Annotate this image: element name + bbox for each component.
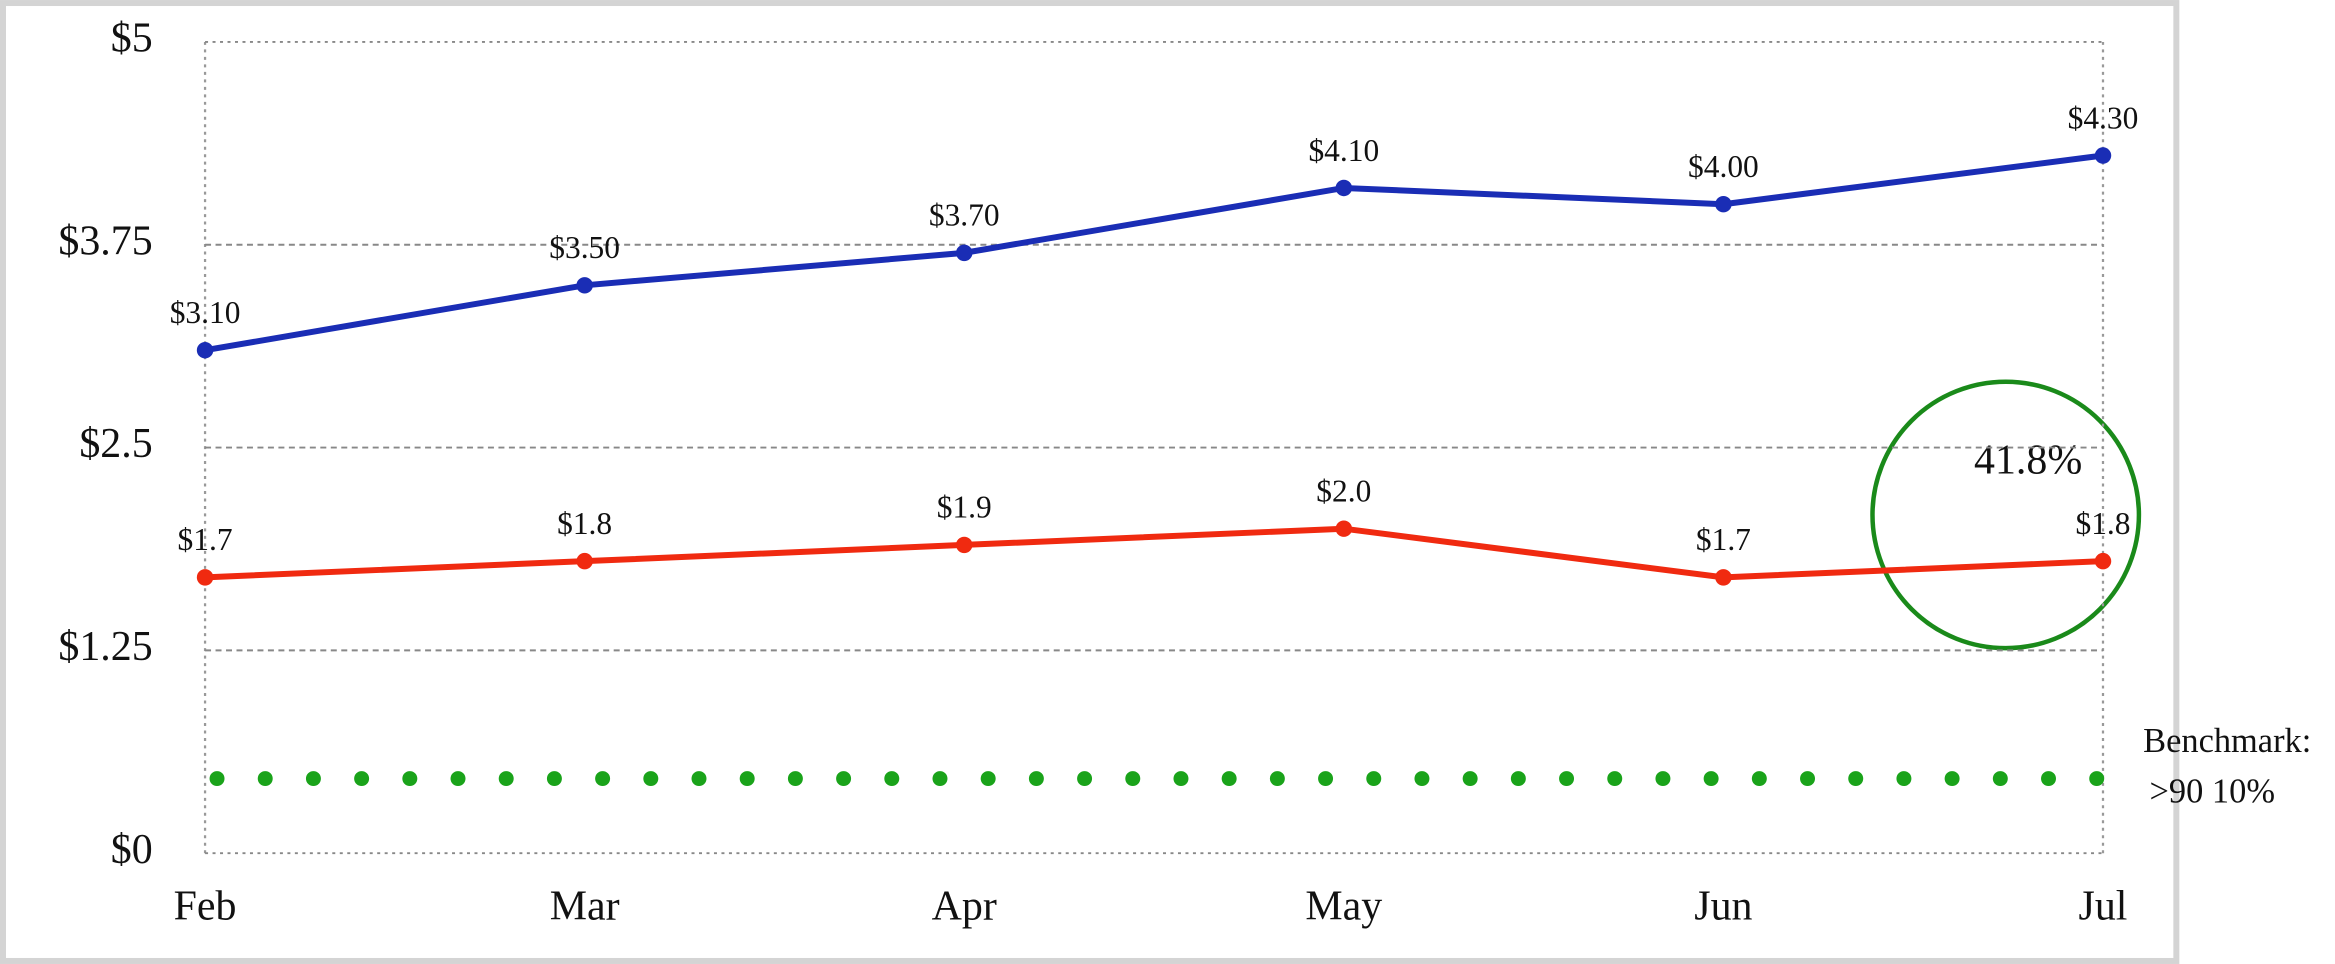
y-tick-label: $2.5 [79,421,152,467]
x-tick-label: May [1305,884,1382,930]
data-point [1335,179,1353,197]
data-point [2094,147,2112,164]
data-point [196,569,214,586]
data-point [576,552,593,570]
data-label: $3.10 [170,295,241,330]
data-label: $1.7 [178,522,233,557]
x-tick-label: Jul [2079,884,2128,930]
data-point [1715,569,1732,586]
data-point [956,244,973,262]
data-point [196,341,214,359]
series-line [204,525,2104,581]
x-tick-label: Feb [174,884,237,930]
y-tick-label: $0 [111,827,153,873]
data-point [956,536,973,554]
data-point [576,277,593,294]
data-point [1335,520,1353,537]
data-label: $4.00 [1688,149,1759,184]
data-label: $1.8 [2075,506,2130,541]
benchmark-label: >90 10% [2150,773,2275,811]
data-label: $4.10 [1308,133,1379,168]
data-label: $3.50 [549,230,620,265]
data-label: $3.70 [929,198,1000,233]
data-label: $1.7 [1696,522,1751,557]
annotation-text: 41.8% [1974,438,2082,484]
data-label: $1.8 [557,506,612,541]
series-line [204,152,2104,354]
x-tick-label: Mar [550,884,620,930]
y-tick-label: $1.25 [58,624,152,670]
data-label: $2.0 [1316,473,1371,508]
data-label: $1.9 [937,490,992,525]
x-tick-label: Jun [1694,884,1752,930]
data-point [2094,552,2112,570]
x-tick-label: Apr [932,884,997,930]
data-point [1715,195,1732,213]
y-tick-label: $3.75 [58,218,152,264]
benchmark-label: Benchmark: [2143,722,2311,760]
data-label: $4.30 [2068,100,2139,135]
y-tick-label: $5 [111,16,153,62]
annotation-circle [1870,379,2142,651]
frame [0,0,2180,964]
